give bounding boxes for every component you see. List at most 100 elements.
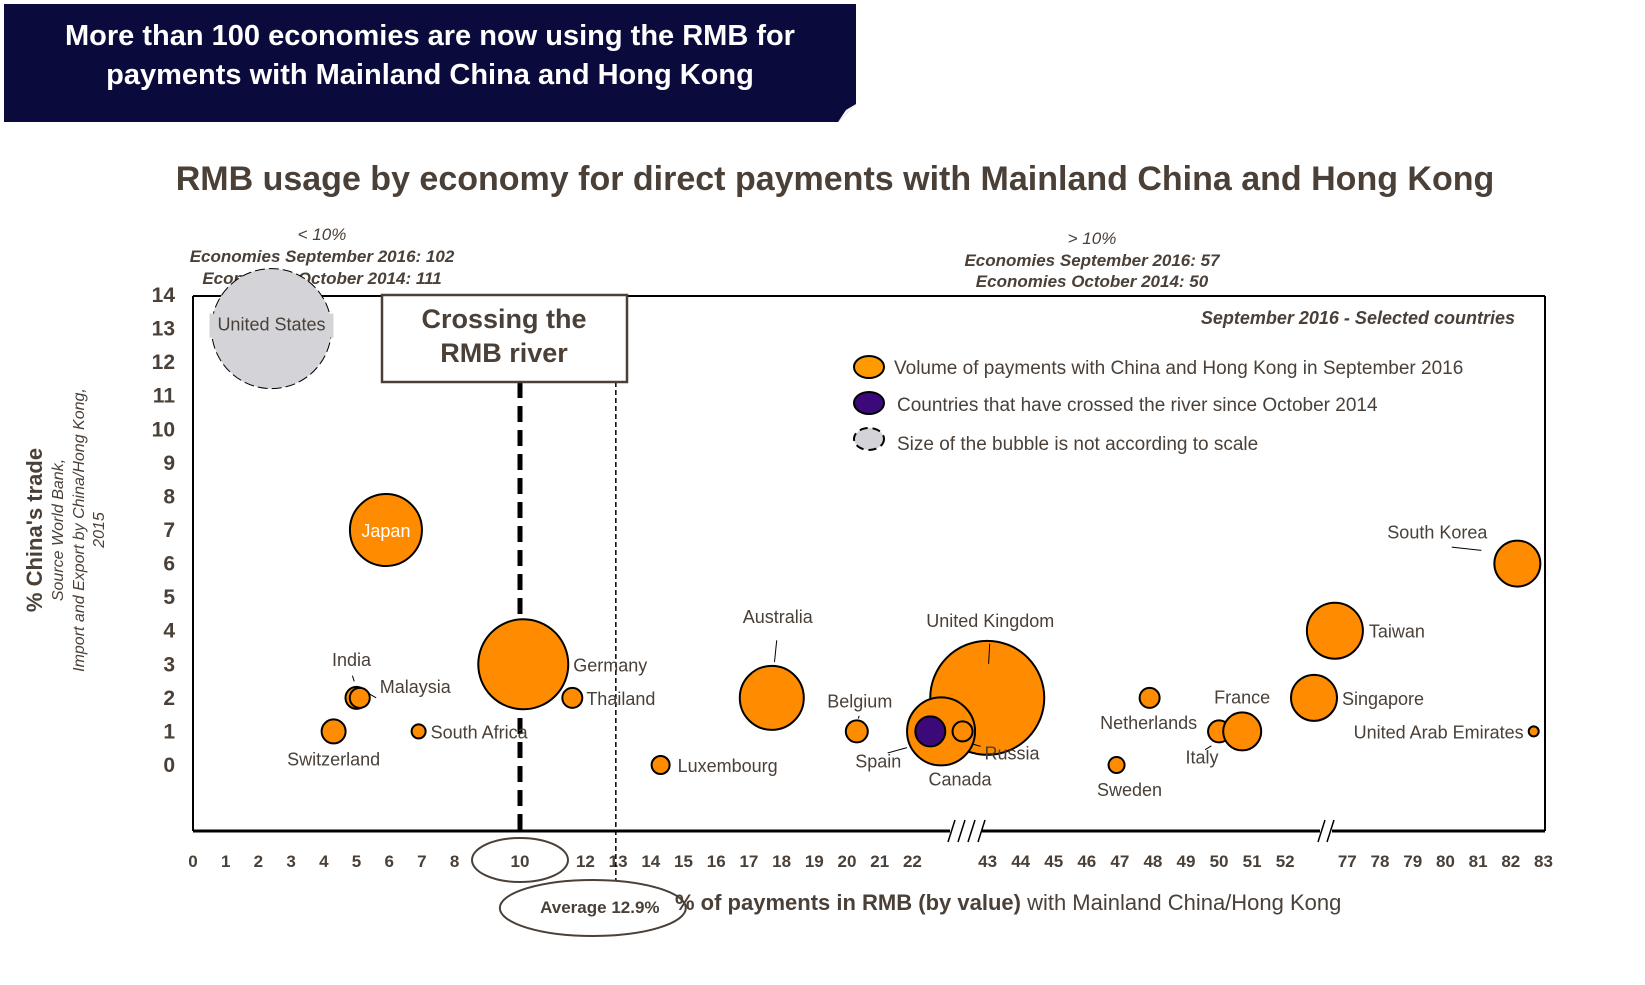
bubble-malaysia: Malaysia xyxy=(348,677,452,709)
y-tick-label: 6 xyxy=(163,553,175,576)
bubble-label: Spain xyxy=(855,751,901,771)
y-tick-label: 10 xyxy=(152,418,175,441)
x-tick-label: 48 xyxy=(1143,852,1162,871)
x-tick-label: 49 xyxy=(1177,852,1196,871)
x-tick-label: 77 xyxy=(1338,852,1357,871)
y-axis-label: % China's trade Source World Bank, Impor… xyxy=(22,388,108,672)
average-label: Average 12.9% xyxy=(540,898,659,917)
bubble-marker xyxy=(320,718,347,745)
x-tick-label: 13 xyxy=(609,852,628,871)
legend-label: Size of the bubble is not according to s… xyxy=(897,434,1258,455)
left-note-threshold: < 10% xyxy=(298,225,347,244)
x-tick-label: 4 xyxy=(319,852,329,871)
legend-label: Volume of payments with China and Hong K… xyxy=(894,358,1463,379)
bubble-label: Malaysia xyxy=(380,677,452,697)
bubble-marker xyxy=(650,755,671,775)
river-box: Crossing the RMB river xyxy=(380,293,629,384)
x-tick-label: 47 xyxy=(1110,852,1129,871)
leader-line xyxy=(351,675,355,682)
legend-item-volume: Volume of payments with China and Hong K… xyxy=(853,355,1463,379)
bubble-marker xyxy=(1138,686,1161,709)
panel-subtitle: September 2016 - Selected countries xyxy=(1201,308,1515,328)
x-tick-label: 16 xyxy=(707,852,726,871)
bubble-marker xyxy=(348,686,371,709)
bubble-marker xyxy=(1107,756,1126,774)
right-note-oct2014: Economies October 2014: 50 xyxy=(976,272,1209,291)
bubble-marker xyxy=(1222,711,1263,752)
legend-item-not-to-scale: Size of the bubble is not according to s… xyxy=(853,427,1258,455)
x-tick-labels: 0 1 2 3 4 5 6 7 8 12 13 14 15 16 17 18 19 20 21 22 43 44 45 46 4… xyxy=(188,852,1553,871)
x-tick-label: 78 xyxy=(1371,852,1390,871)
leader-line xyxy=(988,643,991,664)
bubble-label: Netherlands xyxy=(1100,713,1197,733)
x-tick-label: 44 xyxy=(1011,852,1030,871)
y-axis-source-3: 2015 xyxy=(91,512,108,549)
bubble-south-korea: South Korea xyxy=(1387,523,1542,588)
bubble-marker xyxy=(561,686,584,709)
legend-swatch-purple xyxy=(853,391,885,415)
bubble-united-states: United States xyxy=(209,268,334,390)
bubble-marker xyxy=(738,664,805,731)
x-tick-label: 80 xyxy=(1436,852,1455,871)
x-tick-label: 82 xyxy=(1501,852,1520,871)
y-tick-label: 5 xyxy=(163,586,175,609)
x-tick-label: 52 xyxy=(1276,852,1295,871)
bubble-label: India xyxy=(332,650,372,670)
bubble-sweden: Sweden xyxy=(1097,756,1162,800)
bubble-label: Switzerland xyxy=(287,749,380,769)
bubble-label: Taiwan xyxy=(1369,622,1425,642)
y-tick-label: 9 xyxy=(163,452,175,475)
x-axis-label: % of payments in RMB (by value) with Mai… xyxy=(675,890,1341,915)
river-box-line-2: RMB river xyxy=(440,338,568,368)
y-tick-label: 3 xyxy=(163,653,175,676)
banner-line-2: payments with Mainland China and Hong Ko… xyxy=(106,59,754,91)
average-ellipse xyxy=(498,879,687,937)
x-tick-label: 51 xyxy=(1243,852,1262,871)
bubble-label: United Kingdom xyxy=(926,611,1054,631)
bubble-netherlands: Netherlands xyxy=(1100,686,1197,733)
bubble-label: France xyxy=(1214,687,1270,707)
x-tick-label: 12 xyxy=(576,852,595,871)
x-tick-label: 1 xyxy=(221,852,230,871)
bubble-belgium: Belgium xyxy=(827,691,892,744)
bubble-marker xyxy=(1305,601,1364,660)
bubble-label: Singapore xyxy=(1342,689,1424,709)
bubble-marker xyxy=(1290,673,1339,722)
leader-line xyxy=(773,640,778,663)
y-tick-label: 14 xyxy=(152,284,176,307)
bubble-luxembourg: Luxembourg xyxy=(650,755,778,776)
leader-line xyxy=(368,693,377,699)
legend-item-crossed: Countries that have crossed the river si… xyxy=(853,391,1378,416)
y-tick-label: 4 xyxy=(163,620,175,643)
x-tick-label: 5 xyxy=(352,852,361,871)
bubble-marker xyxy=(477,618,570,711)
y-tick-label: 13 xyxy=(152,318,175,341)
legend-label: Countries that have crossed the river si… xyxy=(897,395,1378,416)
bubble-spain: Spain xyxy=(855,715,947,771)
bubble-marker xyxy=(348,493,423,568)
x-tick-label: 14 xyxy=(641,852,660,871)
river-tick-label: 10 xyxy=(511,852,530,871)
x-tick-label: 43 xyxy=(978,852,997,871)
x-tick-label: 0 xyxy=(188,852,197,871)
x-tick-label: 19 xyxy=(805,852,824,871)
bubble-marker xyxy=(1493,539,1542,588)
bubble-japan: Japan xyxy=(348,493,423,568)
bubble-switzerland: Switzerland xyxy=(287,718,380,769)
x-axis-label-rest: with Mainland China/Hong Kong xyxy=(1021,890,1341,915)
x-tick-label: 22 xyxy=(903,852,922,871)
leader-line xyxy=(1451,546,1482,551)
bubble-label: Italy xyxy=(1186,747,1219,767)
river-tick-highlight xyxy=(471,837,569,883)
bubble-marker xyxy=(914,715,947,748)
right-note-sep2016: Economies September 2016: 57 xyxy=(964,251,1221,270)
x-tick-label: 2 xyxy=(254,852,263,871)
bubble-taiwan: Taiwan xyxy=(1305,601,1425,660)
x-tick-label: 21 xyxy=(870,852,889,871)
headline-banner: More than 100 economies are now using th… xyxy=(4,4,856,122)
bubble-label: South Africa xyxy=(431,722,529,742)
bubble-united-arab-emirates: United Arab Emirates xyxy=(1354,722,1540,742)
bubble-label: Thailand xyxy=(586,689,655,709)
